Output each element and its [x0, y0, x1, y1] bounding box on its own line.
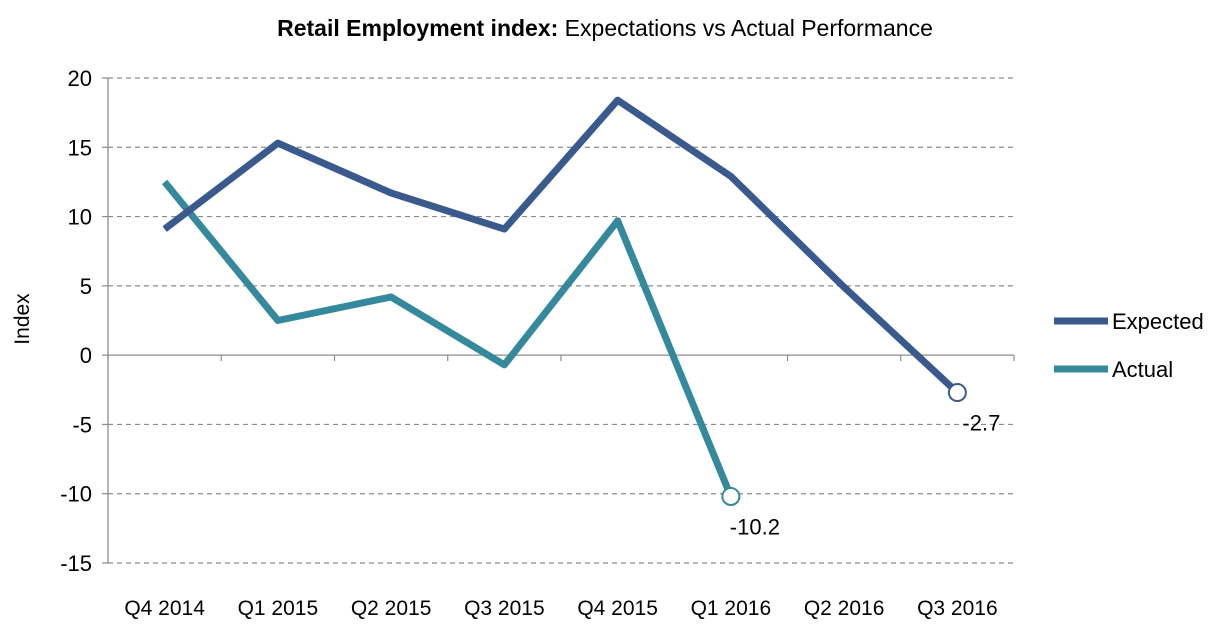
y-tick-label: -15: [60, 551, 92, 576]
gridlines: [108, 77, 1014, 564]
legend-label-actual: Actual: [1112, 357, 1173, 382]
end-label-expected: -2.7: [962, 411, 1000, 436]
axes: [102, 77, 1015, 564]
y-tick-label: 5: [80, 274, 92, 299]
end-value-labels: -2.7 -10.2: [730, 411, 1001, 540]
series-line-actual: [161, 179, 735, 498]
y-tick-label: -10: [60, 482, 92, 507]
y-tick-label: -5: [72, 412, 92, 437]
x-tick-label: Q3 2016: [917, 597, 998, 620]
chart-title-bold: Retail Employment index:: [277, 15, 558, 41]
x-tick-label: Q4 2015: [577, 597, 658, 620]
end-label-actual: -10.2: [730, 514, 780, 539]
x-tick-labels: Q4 2014 Q1 2015 Q2 2015 Q3 2015 Q4 2015 Q1 20…: [124, 597, 997, 620]
end-marker-actual: [721, 486, 741, 506]
chart-title-rest: Expectations vs Actual Performance: [558, 15, 933, 41]
x-tick-label: Q2 2016: [804, 597, 885, 620]
y-tick-label: 15: [68, 135, 92, 160]
end-markers: [721, 383, 967, 506]
x-tick-label: Q4 2014: [124, 597, 205, 620]
x-tick-label: Q1 2016: [691, 597, 772, 620]
y-tick-labels: 20 15 10 5 0 -5 -10 -15: [60, 66, 92, 576]
y-tick-label: 10: [68, 205, 92, 230]
series-lines: [161, 96, 960, 498]
x-tick-label: Q3 2015: [464, 597, 545, 620]
series-line-expected: [162, 96, 960, 396]
y-tick-label: 20: [68, 66, 92, 91]
chart-title: Retail Employment index: Expectations vs…: [277, 15, 933, 41]
x-tick-label: Q1 2015: [238, 597, 319, 620]
y-tick-label: 0: [80, 343, 92, 368]
x-tick-label: Q2 2015: [351, 597, 432, 620]
end-marker-expected: [947, 383, 967, 403]
legend-label-expected: Expected: [1112, 309, 1204, 334]
y-axis-label: Index: [11, 293, 34, 345]
legend: Expected Actual: [1054, 309, 1204, 382]
